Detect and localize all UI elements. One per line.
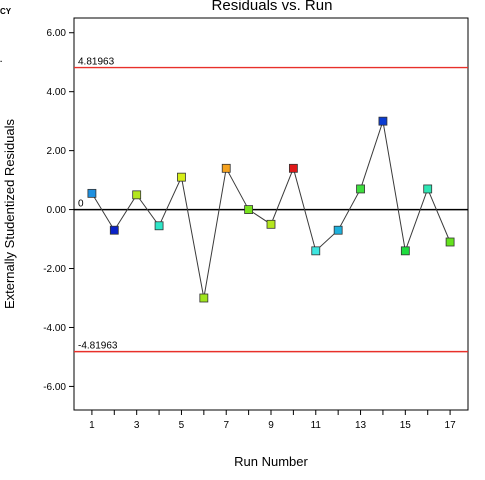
reference-lines: 4.81963 -4.81963 0 [74,57,468,353]
x-tick-label: 17 [445,420,457,431]
series-points-group [87,116,455,303]
y-tick-label: 4.00 [47,87,67,98]
y-tick-label: 0.00 [47,205,67,216]
x-tick-label: 7 [223,420,229,431]
x-tick-label: 11 [311,420,322,431]
data-point [445,237,455,247]
data-point [154,221,164,231]
plot-area: 4.81963 -4.81963 0 6.00 4.00 2.00 0.00 -2.00 -4… [43,17,469,431]
data-point [311,246,321,256]
y-tick-label: -6.00 [43,382,66,393]
y-axis-title: Externally Studentized Residuals [2,118,17,309]
chart-title: Residuals vs. Run [212,0,333,14]
data-point [109,225,119,235]
data-point [244,205,254,214]
x-tick-label: 1 [89,420,95,431]
data-point [132,190,142,200]
x-tick-label: 3 [134,420,140,431]
y-tick-label: -2.00 [43,264,66,275]
y-tick-label: 6.00 [47,28,67,39]
edge-text-mid: . [0,55,2,64]
data-point [356,184,365,194]
control-limit-label: 4.81963 [78,57,115,68]
edge-text-top: CY [0,7,12,16]
data-point [423,184,433,194]
data-point [266,219,276,229]
x-axis-title: Run Number [234,454,308,469]
data-point [177,172,186,182]
data-point [199,293,209,303]
data-point [221,163,231,173]
x-tick-label: 5 [179,420,185,431]
zero-line-label: 0 [78,199,84,210]
data-point [87,188,97,198]
x-axis: 1 3 5 7 9 11 13 15 17 [89,410,456,431]
y-axis: 6.00 4.00 2.00 0.00 -2.00 -4.00 -6.00 [43,28,74,393]
x-tick-label: 15 [400,420,412,431]
y-tick-label: 2.00 [47,146,67,157]
data-point [288,163,298,173]
data-point [400,246,410,256]
control-limit-label: -4.81963 [78,341,118,352]
x-tick-label: 13 [355,420,367,431]
x-tick-label: 9 [268,420,274,431]
data-point [333,225,343,235]
data-point [378,116,388,126]
y-tick-label: -4.00 [43,323,66,334]
